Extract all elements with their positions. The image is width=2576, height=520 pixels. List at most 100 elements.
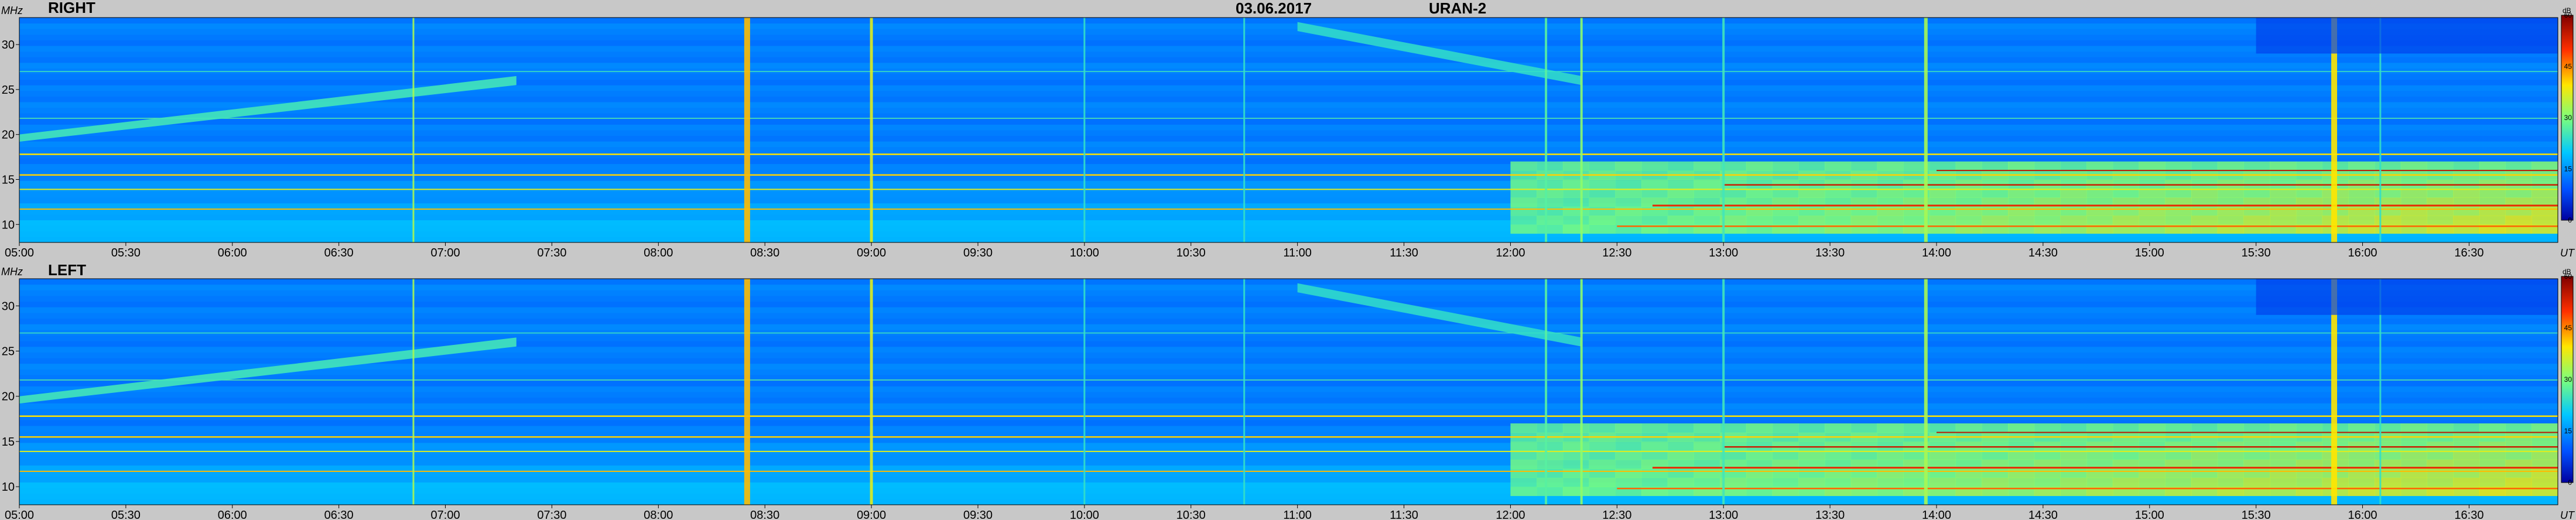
afternoon-enhancement	[1955, 206, 1982, 216]
afternoon-enhancement	[2400, 459, 2427, 469]
afternoon-enhancement	[2348, 206, 2375, 216]
afternoon-enhancement	[1955, 459, 1982, 469]
afternoon-enhancement	[2086, 441, 2113, 451]
spectrum-row	[19, 57, 2558, 63]
afternoon-enhancement	[2034, 188, 2061, 198]
interference-line	[1617, 225, 2558, 227]
afternoon-enhancement	[1798, 477, 1825, 487]
afternoon-enhancement	[2479, 206, 2506, 216]
afternoon-enhancement	[1798, 423, 1825, 433]
spectrum-row	[19, 307, 2558, 313]
afternoon-enhancement	[2217, 206, 2244, 216]
afternoon-enhancement	[2505, 197, 2532, 207]
afternoon-enhancement	[2453, 468, 2480, 478]
afternoon-enhancement	[1667, 450, 1694, 460]
afternoon-enhancement	[2191, 468, 2218, 478]
afternoon-enhancement	[2165, 161, 2192, 171]
afternoon-enhancement	[2139, 161, 2166, 171]
afternoon-enhancement	[2270, 450, 2297, 460]
afternoon-enhancement	[2217, 215, 2244, 225]
spectrum-row	[19, 386, 2558, 392]
afternoon-enhancement	[1982, 215, 2009, 225]
afternoon-enhancement	[1903, 441, 1930, 451]
x-tick-label: 05:30	[111, 509, 141, 520]
y-tick-label: 10	[2, 481, 15, 494]
afternoon-enhancement	[1982, 423, 2009, 433]
afternoon-enhancement	[2139, 468, 2166, 478]
afternoon-enhancement	[2217, 477, 2244, 487]
afternoon-enhancement	[1929, 450, 1956, 460]
afternoon-enhancement	[2086, 188, 2113, 198]
spectrum-row	[19, 158, 2558, 165]
afternoon-enhancement	[2034, 179, 2061, 189]
afternoon-enhancement	[1982, 188, 2009, 198]
x-tick-label: 15:30	[2242, 509, 2271, 520]
spectrum-row	[19, 341, 2558, 347]
afternoon-enhancement	[1694, 450, 1720, 460]
x-tick-label: 07:30	[537, 247, 566, 259]
afternoon-enhancement	[1641, 188, 1668, 198]
afternoon-enhancement	[1694, 197, 1720, 207]
colorbar	[2561, 15, 2574, 221]
afternoon-enhancement	[2165, 441, 2192, 451]
spectrum-row	[19, 107, 2558, 114]
afternoon-enhancement	[2060, 468, 2087, 478]
afternoon-enhancement	[2243, 215, 2270, 225]
afternoon-enhancement	[1537, 423, 1564, 433]
afternoon-enhancement	[2270, 179, 2297, 189]
afternoon-enhancement	[1825, 197, 1852, 207]
spectrum-row	[19, 79, 2558, 85]
afternoon-enhancement	[1850, 468, 1877, 478]
x-tick-label: 08:00	[644, 247, 673, 259]
afternoon-enhancement	[2008, 161, 2035, 171]
afternoon-enhancement	[1615, 188, 1642, 198]
x-tick-label: 10:00	[1070, 247, 1099, 259]
x-tick-label: 13:00	[1709, 509, 1738, 520]
afternoon-enhancement	[2296, 423, 2323, 433]
afternoon-enhancement	[2086, 179, 2113, 189]
afternoon-enhancement	[1562, 206, 1590, 216]
afternoon-enhancement	[2531, 459, 2558, 469]
afternoon-enhancement	[2008, 197, 2035, 207]
x-tick-label: 12:30	[1602, 247, 1631, 259]
afternoon-enhancement	[1589, 441, 1616, 451]
afternoon-enhancement	[1955, 188, 1982, 198]
spectrum-row	[19, 169, 2558, 176]
afternoon-enhancement	[2060, 161, 2087, 171]
y-tick-label: 30	[2, 39, 15, 52]
drifting-band	[19, 337, 516, 404]
afternoon-enhancement	[2348, 477, 2375, 487]
x-tick-label: 13:00	[1709, 247, 1738, 259]
chart-header: 03.06.2017 URAN-2	[0, 0, 2576, 16]
afternoon-enhancement	[1510, 206, 1537, 216]
afternoon-enhancement	[1667, 441, 1694, 451]
afternoon-enhancement	[1982, 161, 2009, 171]
spectrum-row	[19, 124, 2558, 131]
afternoon-enhancement	[1772, 197, 1799, 207]
afternoon-enhancement	[2191, 206, 2218, 216]
afternoon-enhancement	[2034, 459, 2061, 469]
afternoon-enhancement	[1615, 468, 1642, 478]
afternoon-enhancement	[2531, 179, 2558, 189]
afternoon-enhancement	[2217, 441, 2244, 451]
afternoon-enhancement	[1641, 450, 1668, 460]
spectrum-row	[19, 141, 2558, 148]
afternoon-enhancement	[1877, 459, 1904, 469]
afternoon-enhancement	[1562, 161, 1590, 171]
drifting-band	[19, 76, 516, 142]
spectrum-row	[19, 203, 2558, 209]
afternoon-enhancement	[1982, 468, 2009, 478]
interference-line	[1936, 170, 2558, 172]
afternoon-enhancement	[1562, 468, 1590, 478]
afternoon-enhancement	[2270, 188, 2297, 198]
afternoon-enhancement	[2270, 423, 2297, 433]
afternoon-enhancement	[2008, 423, 2035, 433]
afternoon-enhancement	[2034, 441, 2061, 451]
afternoon-enhancement	[1641, 161, 1668, 171]
afternoon-enhancement	[2139, 423, 2166, 433]
interference-line	[1723, 446, 2558, 448]
afternoon-enhancement	[1615, 450, 1642, 460]
spectrum-row	[19, 295, 2558, 302]
panel-label: RIGHT	[48, 0, 95, 16]
afternoon-enhancement	[2008, 459, 2035, 469]
